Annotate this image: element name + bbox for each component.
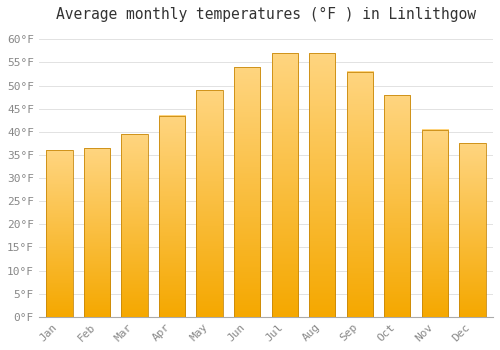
Bar — [84, 148, 110, 317]
Bar — [384, 95, 410, 317]
Bar — [46, 150, 72, 317]
Bar — [234, 67, 260, 317]
Bar — [272, 53, 298, 317]
Bar — [422, 130, 448, 317]
Bar — [159, 116, 185, 317]
Bar — [122, 134, 148, 317]
Title: Average monthly temperatures (°F ) in Linlithgow: Average monthly temperatures (°F ) in Li… — [56, 7, 476, 22]
Bar — [309, 53, 336, 317]
Bar — [196, 90, 223, 317]
Bar — [460, 144, 485, 317]
Bar — [346, 72, 373, 317]
